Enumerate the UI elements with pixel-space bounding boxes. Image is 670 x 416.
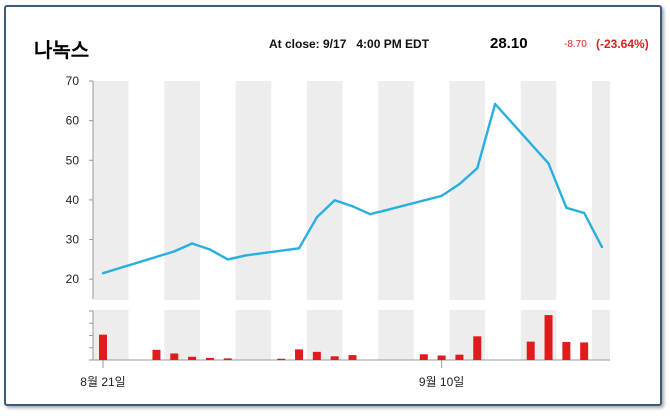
volume-bar — [419, 354, 428, 360]
price-point — [476, 167, 479, 170]
volume-bar — [223, 358, 232, 360]
volume-bar — [562, 342, 571, 360]
price-point — [297, 247, 301, 250]
price-point — [351, 205, 354, 208]
volume-bar — [580, 342, 589, 360]
price-point — [315, 216, 319, 219]
close-price: 28.10 — [490, 35, 528, 52]
grid-band — [449, 81, 486, 360]
y-tick-label: 40 — [66, 193, 80, 207]
volume-bar — [312, 351, 321, 360]
volume-bar — [473, 336, 482, 360]
y-tick-label: 70 — [66, 74, 80, 88]
grid-band — [520, 81, 557, 360]
x-tick-label: 8월 21일 — [80, 375, 125, 389]
volume-bar — [170, 353, 179, 360]
y-tick-label: 50 — [66, 153, 80, 167]
grid-band — [592, 81, 610, 360]
price-point — [582, 211, 586, 215]
price-point — [458, 182, 461, 186]
volume-bar — [152, 349, 161, 360]
price-point — [226, 258, 229, 261]
volume-bar — [348, 355, 357, 360]
volume-bar — [205, 357, 214, 360]
grid-band — [378, 81, 414, 360]
price-point — [333, 199, 336, 202]
price-point — [493, 102, 497, 106]
volume-bar — [188, 356, 197, 360]
grid-band — [235, 81, 272, 360]
volume-bar — [437, 355, 446, 360]
y-tick-label: 60 — [66, 114, 80, 128]
price-change: -8.70 — [564, 39, 587, 50]
price-point — [440, 194, 443, 198]
price-change-percent: (-23.64%) — [596, 37, 649, 51]
close-time-label: At close: 9/17 4:00 PM EDT — [269, 37, 430, 51]
grid-band — [306, 81, 343, 360]
price-point — [565, 206, 568, 210]
x-tick-label: 9월 10일 — [419, 375, 464, 389]
price-point — [547, 162, 550, 165]
volume-bar — [526, 341, 535, 360]
stock-title: 나녹스 — [34, 38, 90, 62]
volume-bar — [295, 349, 304, 360]
volume-bar — [330, 356, 339, 360]
y-tick-label: 20 — [66, 272, 80, 286]
grid-band — [93, 81, 129, 360]
price-point — [208, 248, 212, 251]
y-tick-label: 30 — [66, 233, 80, 247]
price-point — [369, 212, 372, 216]
volume-bar — [99, 334, 107, 360]
price-point — [173, 250, 176, 253]
price-point — [600, 245, 604, 249]
price-point — [190, 242, 194, 245]
price-point — [101, 272, 105, 275]
price-point — [244, 254, 247, 257]
volume-bar — [544, 315, 553, 360]
grid-band — [164, 81, 200, 360]
volume-bar — [277, 358, 286, 360]
volume-bar — [455, 354, 464, 360]
